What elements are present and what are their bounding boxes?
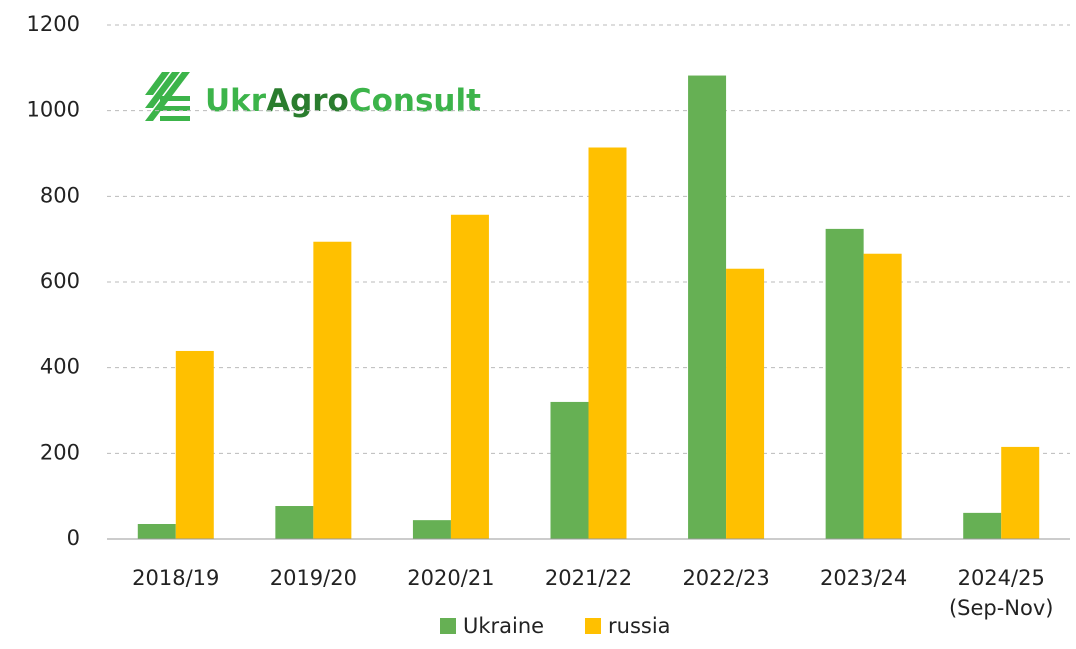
logo-part: Ukr [205,83,267,119]
bar [1001,446,1040,539]
legend-label: russia [608,614,671,638]
logo-part: Agro [266,83,349,119]
y-tick-label: 1000 [27,98,80,122]
logo-part: Consult [349,83,481,119]
bar [963,512,1002,539]
legend-swatch [440,618,456,634]
legend-label: Ukraine [463,614,544,638]
bar [412,520,451,539]
bar [550,401,589,539]
x-tick-label: 2022/23 [682,566,770,590]
bar [313,241,352,539]
legend-swatch [585,618,601,634]
bar [175,350,214,539]
bar [825,228,864,540]
bar [726,268,765,539]
x-tick-label: 2019/20 [269,566,357,590]
x-tick-label: 2024/25 (Sep-Nov) [948,566,1054,620]
y-tick-label: 0 [67,526,80,550]
bar [275,506,314,539]
bar [588,147,627,539]
x-tick-label: 2021/22 [544,566,633,590]
x-tick-label: 2023/24 [820,566,908,590]
logo-text: UkrAgroConsult [205,83,481,119]
y-tick-label: 800 [40,183,80,207]
x-tick-label: 2018/19 [132,566,220,590]
y-tick-label: 200 [40,440,80,464]
y-tick-label: 1200 [27,12,80,36]
bar [688,75,727,539]
bar [137,524,176,539]
logo-mark [145,72,190,121]
y-tick-label: 600 [40,269,80,293]
bar [863,253,902,540]
bar [450,214,489,540]
y-tick-label: 400 [40,355,80,379]
x-tick-label: 2020/21 [407,566,495,590]
